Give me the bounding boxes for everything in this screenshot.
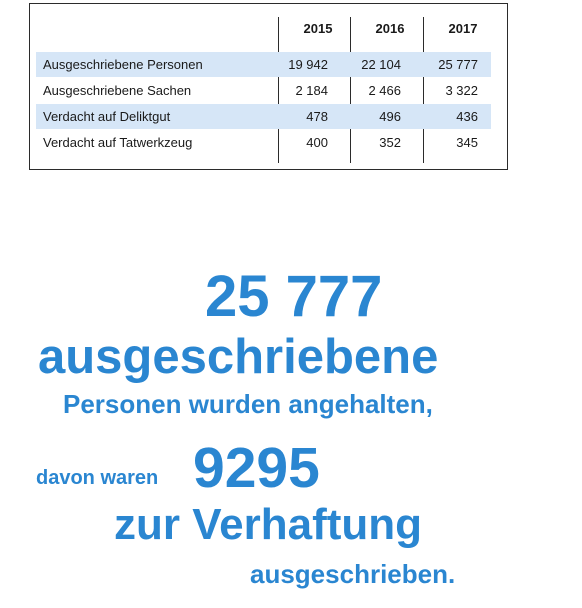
table-cell: 345 xyxy=(456,135,478,150)
year-header: 2017 xyxy=(448,21,478,36)
headline-line-ausgeschriebene: ausgeschriebene xyxy=(38,330,439,384)
table-row: Verdacht auf Tatwerkzeug 400 352 345 xyxy=(36,130,491,155)
row-label: Verdacht auf Tatwerkzeug xyxy=(43,135,193,150)
headline-number-arrests: 9295 xyxy=(193,436,320,500)
table-row: Ausgeschriebene Personen 19 942 22 104 2… xyxy=(36,52,491,77)
table-row: Verdacht auf Deliktgut 478 496 436 xyxy=(36,104,491,129)
table-cell: 25 777 xyxy=(438,57,478,72)
year-header: 2015 xyxy=(303,21,333,36)
row-label: Ausgeschriebene Personen xyxy=(43,57,203,72)
table-cell: 478 xyxy=(306,109,328,124)
table-cell: 352 xyxy=(379,135,401,150)
headline-prefix: davon waren xyxy=(36,467,159,489)
year-header: 2016 xyxy=(375,21,405,36)
table-row: Ausgeschriebene Sachen 2 184 2 466 3 322 xyxy=(36,78,491,103)
headline-line-personen: Personen wurden angehalten, xyxy=(63,389,433,419)
headline-number-persons: 25 777 xyxy=(205,264,383,329)
table-cell: 22 104 xyxy=(361,57,401,72)
column-divider xyxy=(350,17,351,163)
column-divider xyxy=(423,17,424,163)
table-cell: 436 xyxy=(456,109,478,124)
statistics-table: 2015 2016 2017 Ausgeschriebene Personen … xyxy=(29,3,508,170)
table-cell: 400 xyxy=(306,135,328,150)
table-cell: 496 xyxy=(379,109,401,124)
table-cell: 2 184 xyxy=(295,83,328,98)
table-cell: 2 466 xyxy=(368,83,401,98)
column-divider xyxy=(278,17,279,163)
table-cell: 3 322 xyxy=(445,83,478,98)
row-label: Ausgeschriebene Sachen xyxy=(43,83,192,98)
row-label: Verdacht auf Deliktgut xyxy=(43,109,171,124)
headline-line-verhaftung: zur Verhaftung xyxy=(114,500,423,549)
table-cell: 19 942 xyxy=(288,57,328,72)
headline-line-ausgeschrieben: ausgeschrieben. xyxy=(250,559,456,589)
